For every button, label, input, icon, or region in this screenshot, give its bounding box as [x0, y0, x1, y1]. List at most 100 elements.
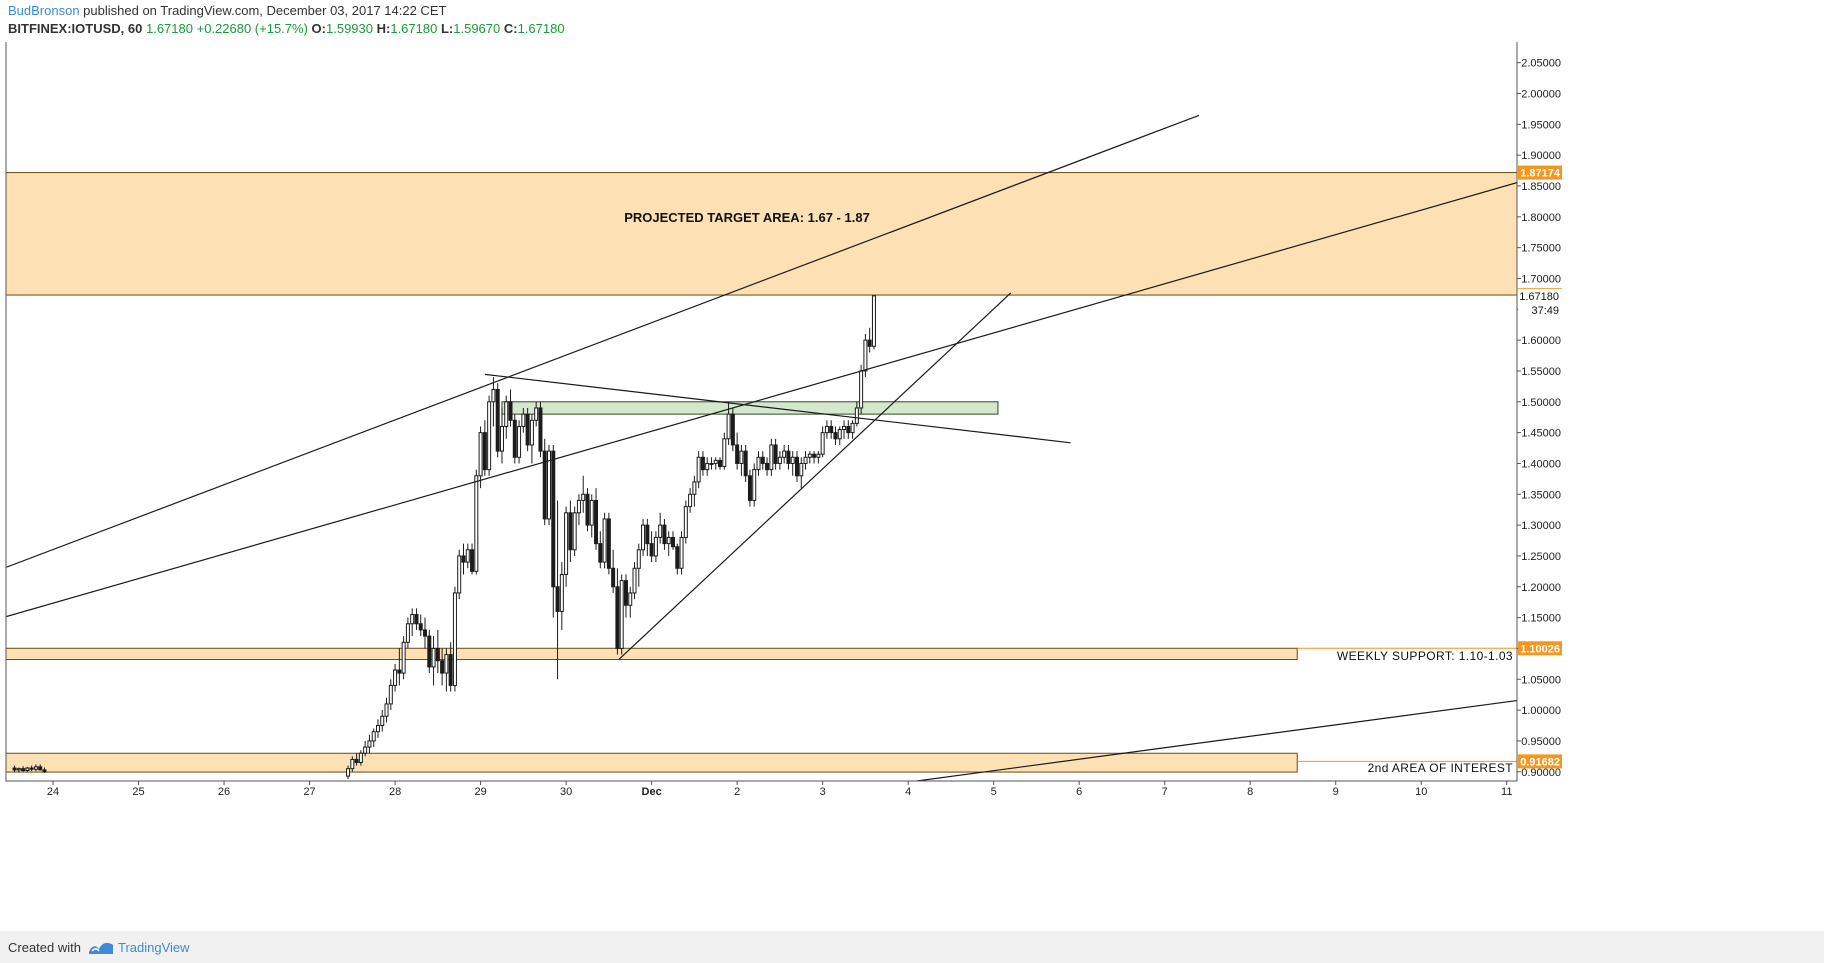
candle-body [397, 669, 402, 674]
price-tag-label: 1.67180 [1519, 291, 1559, 303]
x-tick-label: 25 [132, 786, 144, 798]
x-tick-label: 2 [734, 786, 740, 798]
y-tick-label: 0.90000 [1521, 767, 1561, 779]
zone-label-second-area: 2nd AREA OF INTEREST [1368, 761, 1514, 775]
candle-body [743, 450, 748, 477]
candle-body [649, 543, 654, 557]
close-label: C: [503, 21, 518, 36]
candle-body [636, 549, 641, 569]
candle-body [709, 462, 714, 465]
x-tick-label: 10 [1415, 786, 1427, 798]
candle-body [42, 769, 47, 773]
candle-body [427, 635, 432, 668]
candle-body [705, 462, 710, 471]
candle-body [598, 543, 603, 563]
y-tick-label: 1.40000 [1521, 458, 1561, 470]
candle-body [482, 432, 487, 471]
candle-body [525, 413, 530, 446]
low-label: L: [440, 21, 454, 36]
y-tick-label: 1.55000 [1521, 366, 1561, 378]
tradingview-logo-icon[interactable] [88, 939, 114, 955]
candle-body [405, 623, 410, 643]
trendlines-layer [6, 114, 1517, 781]
candle-body [645, 524, 650, 545]
candle-body [38, 766, 43, 771]
candle-body [371, 731, 376, 742]
candle-body [423, 629, 428, 637]
trendline-lower-support [916, 699, 1517, 781]
price-tag [1518, 288, 1562, 303]
candle-body [521, 413, 526, 427]
candle-body [414, 614, 419, 625]
candle-body [367, 740, 372, 748]
candle-body [641, 524, 646, 551]
candle-body [670, 536, 675, 548]
candle-body [534, 407, 539, 421]
candle-body [658, 524, 663, 538]
candle-body [470, 549, 475, 572]
candle-body [871, 295, 876, 347]
candle-body [410, 614, 415, 625]
candle-body [474, 475, 479, 572]
candle-body [782, 450, 787, 458]
x-tick-label: 4 [905, 786, 911, 798]
candle-body [700, 456, 705, 471]
candle-body [448, 654, 453, 686]
symbol-label[interactable]: BITFINEX:IOTUSD, 60 [8, 21, 143, 36]
candle-body [662, 524, 667, 545]
candle-body [594, 499, 599, 545]
author-link[interactable]: BudBronson [8, 3, 80, 18]
candle-body [790, 456, 795, 464]
candle-body [440, 660, 445, 674]
candle-body [25, 767, 30, 772]
zone-label-projected-target: PROJECTED TARGET AREA: 1.67 - 1.87 [624, 210, 870, 225]
y-tick-label: 1.80000 [1521, 212, 1561, 224]
candle-body [718, 459, 723, 468]
candle-body [581, 493, 586, 501]
trendline-upper-channel [6, 114, 1200, 568]
y-tick-label: 1.00000 [1521, 705, 1561, 717]
x-tick-label: 9 [1333, 786, 1339, 798]
y-tick-label: 1.35000 [1521, 489, 1561, 501]
price-change: +0.22680 (+15.7%) [196, 21, 308, 36]
candle-body [666, 536, 671, 545]
candle-body [350, 758, 355, 770]
candle-body [384, 703, 389, 717]
open-label: O: [311, 21, 326, 36]
y-tick-label: 1.85000 [1521, 181, 1561, 193]
candle-body [760, 456, 765, 464]
candle-body [444, 654, 449, 674]
candle-body [465, 549, 470, 563]
x-tick-label: 11 [1501, 786, 1512, 798]
candle-body [512, 419, 517, 458]
price-tag-label: 1.87174 [1520, 168, 1561, 180]
candle-body [816, 453, 821, 458]
candle-body [692, 481, 697, 495]
candle-body [572, 512, 577, 551]
candle-body [713, 459, 718, 464]
candle-body [508, 401, 513, 421]
tradingview-link[interactable]: TradingView [118, 940, 190, 955]
y-tick-label: 2.05000 [1521, 58, 1561, 70]
price-tag [1518, 641, 1562, 656]
low-value: 1.59670 [453, 21, 501, 36]
candle-body [363, 746, 368, 754]
high-label: H: [376, 21, 391, 36]
time-axis[interactable]: 24 25 26 27 28 29 30 Dec 2 3 4 5 6 7 8 9 10 11 [47, 781, 1513, 798]
candle-body [859, 370, 864, 409]
y-tick-label: 0.95000 [1521, 736, 1561, 748]
candle-body [615, 586, 620, 649]
price-axis[interactable]: 2.05000 2.00000 1.95000 1.90000 1.85000 1.800… [1517, 58, 1562, 779]
candle-body [632, 567, 637, 594]
y-tick-label: 1.70000 [1521, 273, 1561, 285]
y-tick-label: 1.95000 [1521, 119, 1561, 131]
candle-body [833, 432, 838, 440]
chart-header: BudBronson published on TradingView.com,… [0, 0, 1824, 42]
publication-line: BudBronson published on TradingView.com,… [8, 3, 446, 18]
candle-body [388, 684, 393, 705]
candle-body [628, 592, 633, 606]
candle-body [538, 407, 543, 452]
candle-body [611, 567, 616, 588]
y-tick-label: 2.00000 [1521, 88, 1561, 100]
